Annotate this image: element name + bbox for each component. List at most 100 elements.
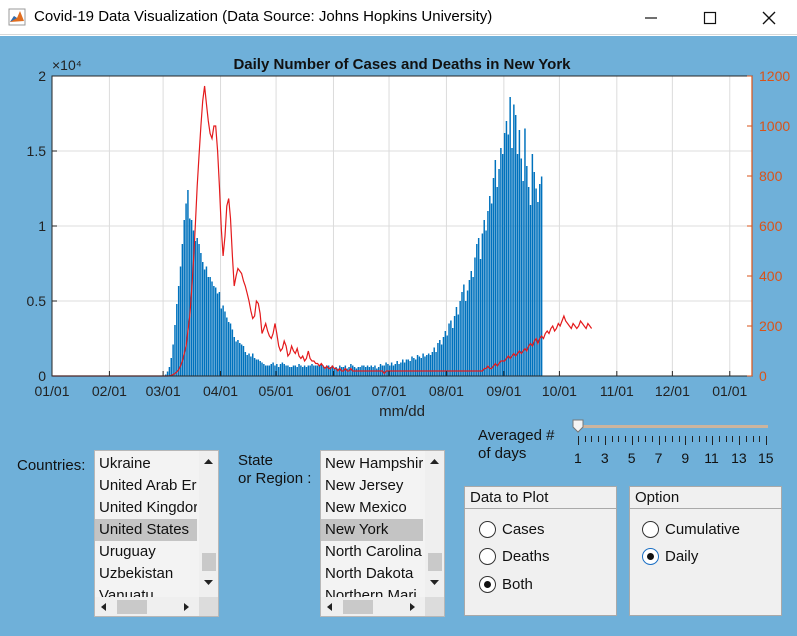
country-list-item[interactable]: United Arab Er [99,477,197,494]
state-list-item[interactable]: North Carolina [325,543,422,560]
country-list-item[interactable]: United Kingdor [99,499,197,516]
country-list-item[interactable]: Uruguay [99,543,156,560]
case-bar [227,322,230,376]
radio-deaths-circle[interactable] [479,547,496,565]
state-list-item[interactable]: New York [321,519,423,541]
country-list-item[interactable]: United States [95,519,197,541]
case-bar [540,176,543,376]
slider-tick [712,436,714,445]
case-bar [405,359,408,376]
x-tick-label: 02/01 [92,383,127,399]
case-bar [431,352,434,376]
case-bar [476,244,478,376]
left-tick-label: 1 [38,218,46,234]
scroll-right-arrow-icon[interactable] [183,602,191,612]
radio-cases-circle[interactable] [479,520,496,538]
case-bar [516,154,519,376]
case-bar [285,365,287,376]
right-tick-label: 600 [759,218,783,234]
case-bar [339,365,341,376]
case-bar [320,364,322,376]
case-bar [416,355,419,376]
case-bar [520,158,522,376]
radio-cumulative[interactable]: Cumulative [642,519,740,539]
state-vertical-scrollbar[interactable] [425,451,444,597]
case-bar [420,358,422,376]
radio-daily[interactable]: Daily [642,546,698,566]
country-list-item[interactable]: Ukraine [99,455,151,472]
case-bar [514,115,517,376]
radio-cases[interactable]: Cases [479,519,545,539]
days-slider-thumb[interactable] [572,419,584,433]
x-tick-label: 05/01 [259,383,294,399]
scroll-up-arrow-icon[interactable] [203,457,214,465]
scroll-left-arrow-icon[interactable] [99,602,107,612]
case-bar [313,365,315,376]
state-list-item[interactable]: New Jersey [325,477,404,494]
scroll-down-arrow-icon[interactable] [429,579,440,587]
radio-both-circle[interactable] [479,575,496,593]
slider-tick-label: 15 [758,450,774,466]
case-bar [492,178,495,376]
case-bar [274,365,276,376]
radio-daily-circle[interactable] [642,547,659,565]
state-list-item[interactable]: North Dakota [325,565,414,582]
scroll-down-arrow-icon[interactable] [203,579,214,587]
case-bar [287,365,289,376]
case-bar [176,304,178,376]
scroll-right-arrow-icon[interactable] [409,602,417,612]
state-horizontal-thumb[interactable] [343,600,373,614]
scroll-up-arrow-icon[interactable] [429,457,440,465]
radio-both[interactable]: Both [479,574,533,594]
slider-tick [651,436,653,442]
slider-tick [638,436,640,442]
case-bar [327,365,330,376]
case-bar [433,347,435,376]
case-bar [200,253,202,376]
country-horizontal-thumb[interactable] [117,600,147,614]
case-bar [172,344,174,376]
minimize-button[interactable] [623,0,679,35]
state-horizontal-scrollbar[interactable] [321,597,425,616]
maximize-button[interactable] [682,0,738,35]
case-bar [263,364,265,376]
x-tick-label: 10/01 [542,383,577,399]
radio-cumulative-circle[interactable] [642,520,659,538]
case-bar [224,311,226,376]
slider-tick [685,436,687,445]
matlab-app-icon [8,8,26,26]
chart: 0 0.5 1 1.5 2 0 200 400 600 800 1000 1200 01/01 02/… [27,56,791,420]
case-bar [418,356,421,376]
country-vertical-thumb[interactable] [202,553,216,571]
case-bar [487,211,489,376]
case-bar [337,368,339,376]
state-list-item[interactable]: New Hampshir [325,455,423,472]
case-bar [390,362,393,376]
slider-tick [678,436,680,442]
slider-tick [578,436,579,445]
slider-tick [698,436,700,442]
countries-listbox[interactable]: Ukraine United Arab Er United Kingdor Unite… [94,450,219,617]
state-vertical-thumb[interactable] [428,553,442,571]
case-bar [439,340,441,376]
case-bar [522,181,524,376]
case-bar [290,367,293,376]
days-slider-track[interactable] [578,425,768,428]
country-vertical-scrollbar[interactable] [199,451,218,597]
case-bar [346,368,348,376]
radio-deaths[interactable]: Deaths [479,546,550,566]
x-tick-label: 07/01 [372,383,407,399]
country-list-item[interactable]: Uzbekistan [99,565,174,582]
states-listbox[interactable]: New Hampshir New Jersey New Mexico New York… [320,450,445,617]
state-list-item[interactable]: New Mexico [325,499,407,516]
scroll-left-arrow-icon[interactable] [325,602,333,612]
case-bar [292,365,295,376]
case-bar [400,362,402,376]
slider-tick-label: 11 [704,450,719,466]
case-bar [524,128,526,376]
case-bar [479,259,482,376]
country-horizontal-scrollbar[interactable] [95,597,199,616]
radio-both-label: Both [502,575,533,593]
close-button[interactable] [741,0,797,35]
case-bar [470,271,472,376]
